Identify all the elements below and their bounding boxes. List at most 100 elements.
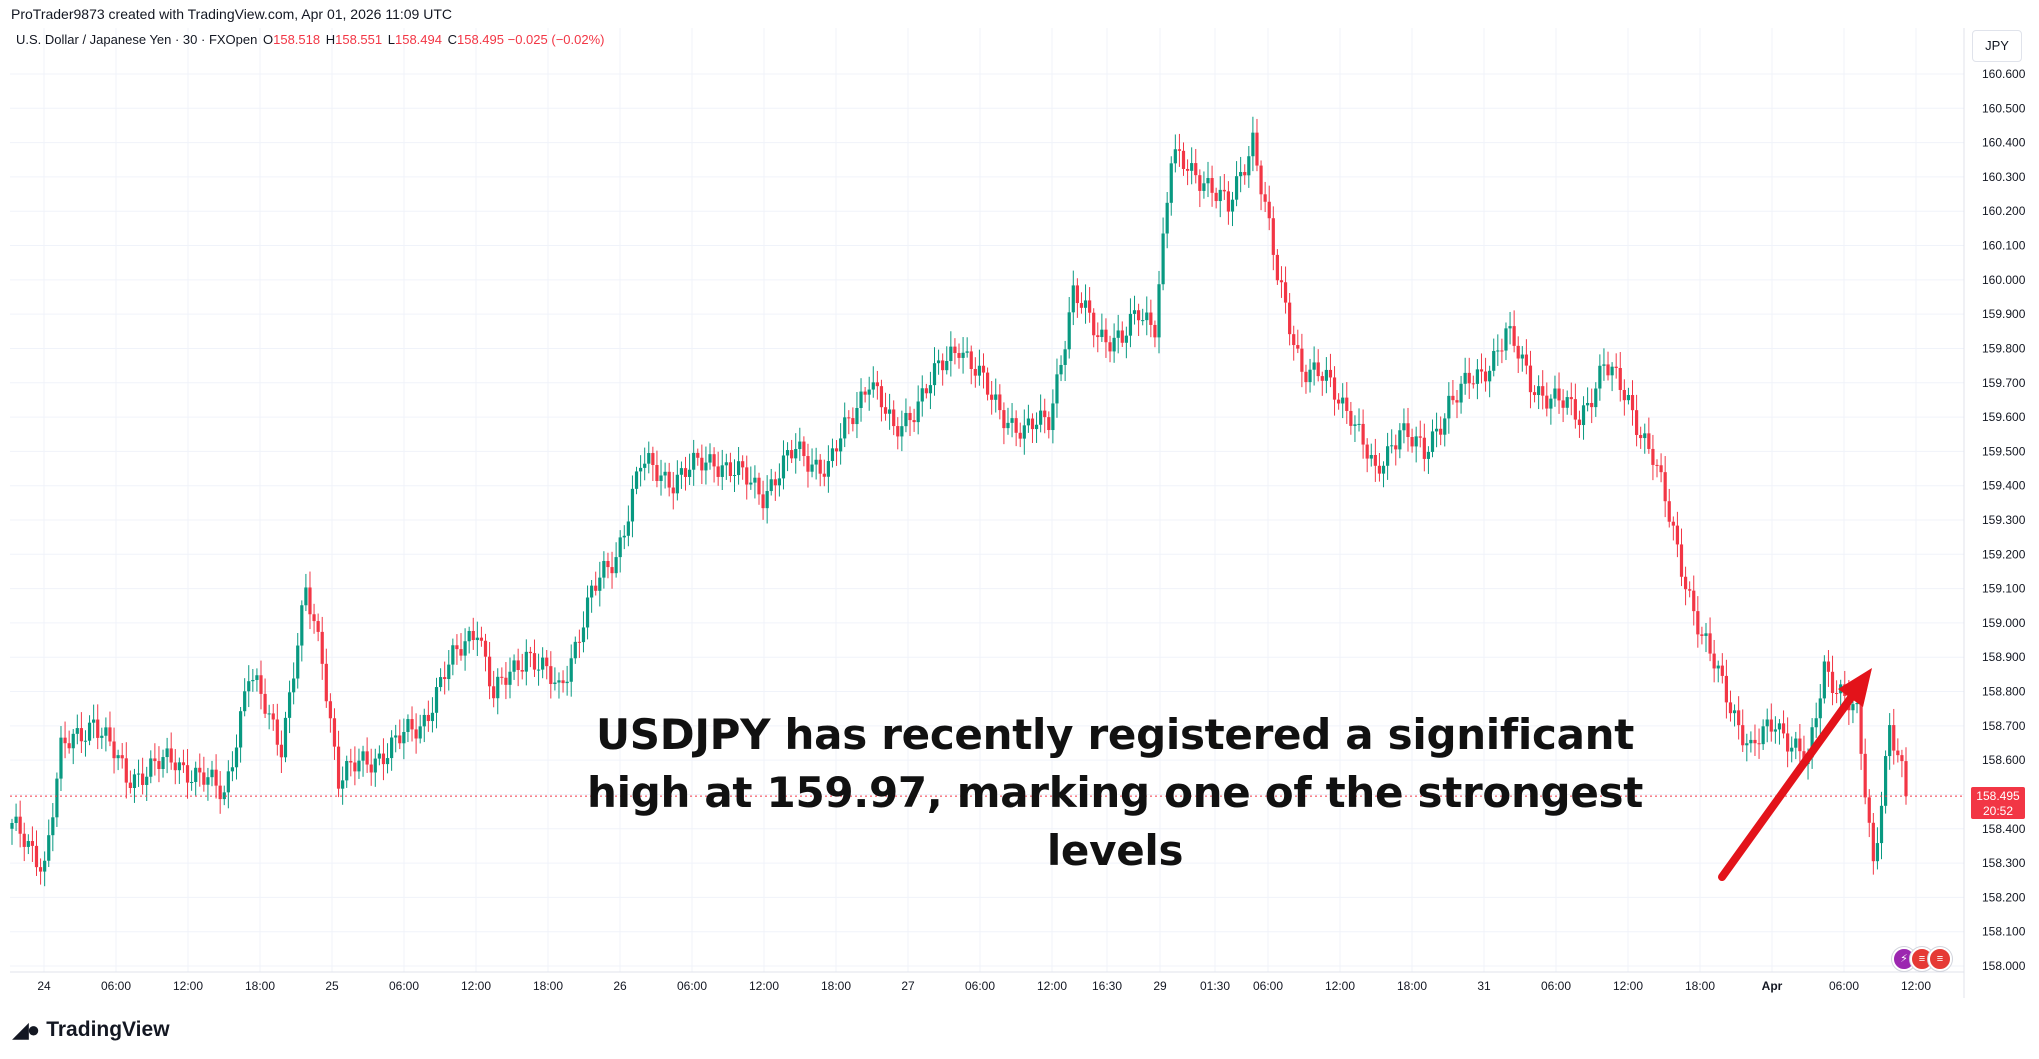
candle-body — [883, 407, 888, 414]
candle-body — [1859, 703, 1863, 754]
candle-body — [928, 385, 933, 394]
candle-body — [55, 778, 59, 818]
candle-body — [218, 785, 222, 800]
candle-body — [549, 666, 553, 685]
price-tick-label: 159.300 — [1982, 513, 2026, 527]
time-tick-label: 06:00 — [101, 979, 131, 993]
change-value: −0.025 (−0.02%) — [507, 32, 605, 47]
candle-body — [1373, 455, 1377, 466]
tradingview-logo[interactable]: ◢● TradingView — [12, 1017, 170, 1043]
candle-body — [1018, 432, 1022, 439]
candle-body — [1757, 743, 1761, 745]
candle-body — [251, 679, 255, 682]
candle-body — [1663, 472, 1667, 502]
time-tick-label: 12:00 — [461, 979, 491, 993]
candle-body — [1034, 424, 1039, 430]
time-tick-label: 18:00 — [1397, 979, 1427, 993]
price-tick-label: 158.000 — [1982, 959, 2026, 973]
symbol-legend[interactable]: U.S. Dollar / Japanese Yen · 30 · FXOpen… — [16, 32, 604, 47]
candle-body — [47, 835, 51, 861]
candle-body — [1071, 285, 1075, 313]
candle-body — [700, 457, 704, 471]
candle-body — [1357, 423, 1361, 425]
candle-body — [247, 681, 251, 692]
candle-body — [1137, 310, 1141, 321]
candle-body — [430, 712, 435, 722]
candle-body — [924, 388, 928, 394]
candle-body — [798, 441, 802, 450]
currency-button[interactable]: JPY — [1972, 30, 2022, 62]
candle-body — [794, 449, 798, 459]
candle-body — [1867, 797, 1871, 823]
low-value: 158.494 — [394, 32, 442, 47]
candle-body — [1010, 418, 1014, 423]
candle-body — [541, 657, 545, 670]
candle-body — [275, 719, 279, 745]
candle-body — [1214, 192, 1218, 202]
candle-body — [1598, 365, 1602, 389]
candle-body — [1520, 354, 1524, 359]
candle-body — [655, 465, 659, 482]
candle-body — [1532, 392, 1537, 396]
candle-body — [765, 491, 769, 509]
price-axis[interactable]: 160.600 160.500 160.400 160.300 160.200 160.1… — [1982, 67, 2026, 973]
candle-body — [1112, 337, 1116, 352]
candle-body — [161, 757, 165, 769]
candle-body — [806, 456, 810, 472]
us-flag-icon-2[interactable]: ≡ — [1928, 947, 1952, 971]
candle-body — [292, 678, 296, 693]
economic-events[interactable]: ⚡ ≡ ≡ — [1892, 947, 1952, 971]
candle-body — [1516, 345, 1520, 359]
candle-body — [1026, 418, 1030, 426]
open-value: 158.518 — [273, 32, 321, 47]
price-tick-label: 158.300 — [1982, 856, 2026, 870]
candles[interactable] — [10, 116, 1908, 887]
candle-body — [504, 677, 508, 685]
candle-body — [598, 577, 602, 591]
candle-body — [1471, 383, 1475, 385]
candle-body — [1353, 424, 1357, 426]
candle-body — [663, 471, 667, 476]
candle-body — [1810, 727, 1814, 758]
candle-body — [712, 454, 716, 467]
candle-body — [1271, 218, 1275, 255]
time-tick-label: 18:00 — [533, 979, 563, 993]
price-tick-label: 158.600 — [1982, 753, 2026, 767]
candle-body — [1659, 465, 1663, 473]
candle-body — [1765, 719, 1769, 727]
candle-body — [994, 394, 998, 400]
candle-body — [536, 669, 541, 671]
time-tick-label: 27 — [901, 979, 915, 993]
candle-body — [1577, 419, 1582, 426]
candle-body — [1100, 329, 1104, 338]
candle-body — [1541, 386, 1545, 396]
candle-body — [1745, 743, 1749, 746]
candle-body — [1039, 410, 1043, 425]
candle-body — [1606, 364, 1610, 376]
candle-body — [1671, 521, 1675, 526]
candle-body — [516, 660, 520, 670]
candle-body — [1430, 431, 1435, 452]
time-tick-label: 12:00 — [1613, 979, 1643, 993]
candle-body — [1814, 718, 1818, 728]
candle-body — [973, 369, 977, 376]
candle-body — [581, 627, 586, 643]
candle-body — [1688, 589, 1692, 591]
price-tick-label: 158.400 — [1982, 822, 2026, 836]
symbol-name[interactable]: U.S. Dollar / Japanese Yen · 30 · FXOpen — [16, 32, 258, 47]
candle-body — [528, 651, 533, 654]
candle-body — [1088, 300, 1092, 313]
time-axis[interactable]: 24 06:00 12:00 18:00 25 06:00 12:00 18:00 26 06:0… — [37, 979, 1931, 993]
candle-body — [1479, 369, 1484, 372]
candle-body — [696, 452, 700, 458]
candle-body — [1181, 150, 1186, 169]
candle-body — [720, 465, 724, 477]
close-value: 158.495 — [457, 32, 504, 47]
price-tick-label: 159.900 — [1982, 307, 2026, 321]
candle-body — [1488, 370, 1492, 382]
candle-body — [194, 767, 198, 782]
candle-body — [1124, 335, 1128, 343]
candle-body — [1630, 395, 1635, 411]
candle-body — [565, 681, 569, 684]
